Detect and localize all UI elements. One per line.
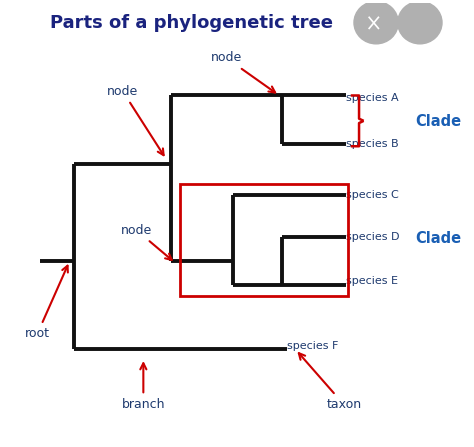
Text: branch: branch xyxy=(122,363,165,411)
Text: species A: species A xyxy=(346,93,399,103)
Text: root: root xyxy=(25,266,68,340)
Text: species C: species C xyxy=(346,190,399,200)
Text: Clade: Clade xyxy=(415,232,461,246)
Text: Parts of a phylogenetic tree: Parts of a phylogenetic tree xyxy=(50,14,333,32)
Text: species B: species B xyxy=(346,139,399,149)
Text: taxon: taxon xyxy=(299,353,361,411)
Text: species D: species D xyxy=(346,232,400,242)
Circle shape xyxy=(398,1,442,44)
Bar xyxy=(180,184,348,296)
Text: species F: species F xyxy=(287,341,338,351)
Text: Clade: Clade xyxy=(415,114,461,130)
Text: species E: species E xyxy=(346,276,398,286)
Text: node: node xyxy=(121,224,172,260)
Circle shape xyxy=(354,1,398,44)
Text: node: node xyxy=(210,51,275,93)
Text: node: node xyxy=(107,84,164,155)
